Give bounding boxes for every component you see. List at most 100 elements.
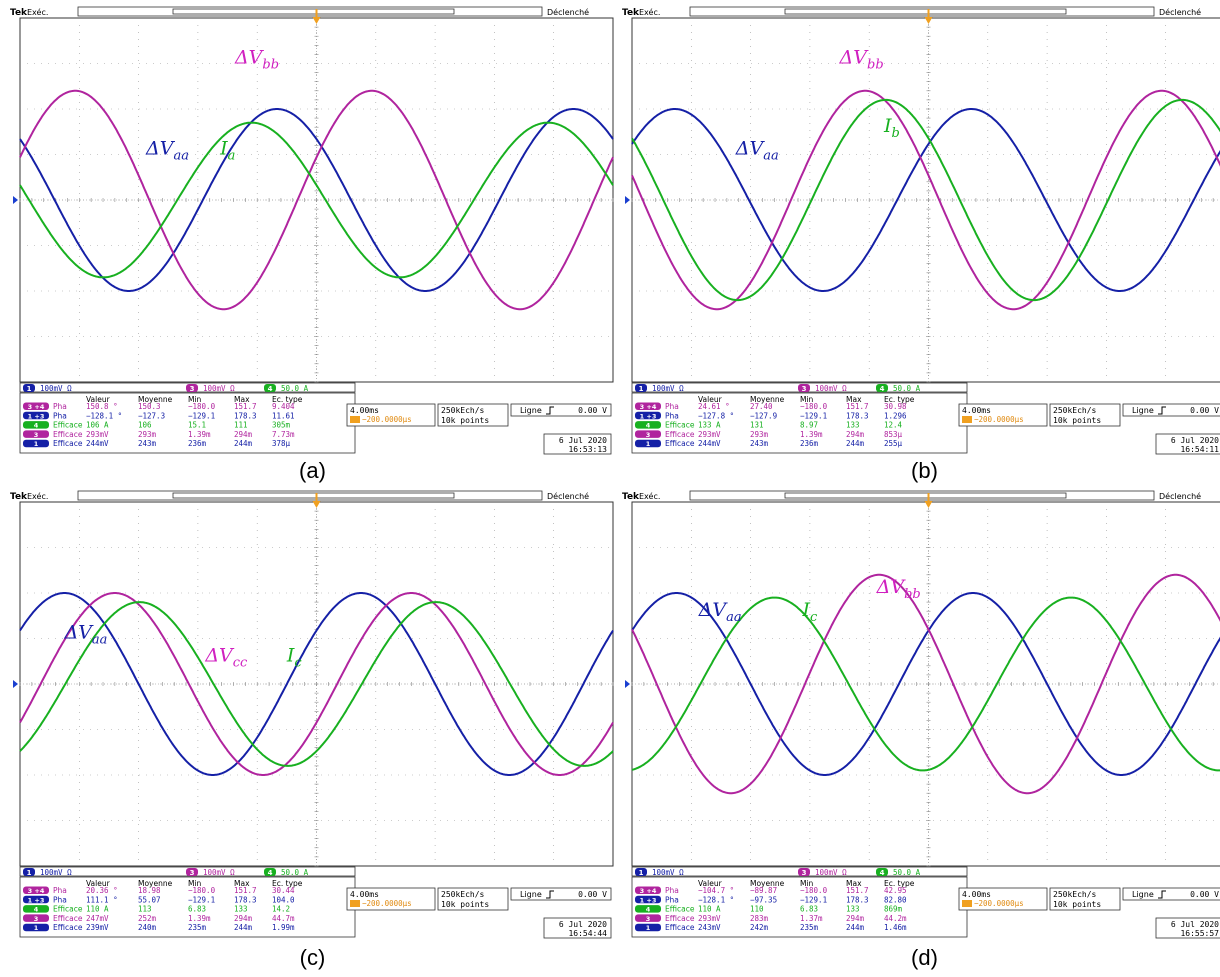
measurement-value: 14.2 [272,905,290,914]
measurement-label: Efficace [53,914,83,923]
measurement-value: 1.39m [188,914,211,923]
timebase-value: 4.00ms [962,890,991,899]
measurement-value: 236m [800,439,819,448]
measurement-col-header: Min [800,879,814,888]
waveform-ch4 [631,98,1220,302]
trigger-frame [1122,403,1220,417]
measurement-value: 8.97 [800,421,818,430]
waveform-ch4 [19,121,614,279]
measurement-label: Efficace [665,914,695,923]
scope-panel: Tek Exéc. Déclenché ΔVaa Ib ΔVbb 1 100mV Ω 3 100m… [622,6,1220,493]
ch1-badge-number: 1 [639,869,644,877]
trigger-offset-icon [962,900,972,907]
measurement-table: Valeur Moyenne Min Max Ec. type 3 +4 Pha 150.8 … [19,392,356,454]
measurement-label: Efficace [53,430,83,439]
trace-annotation: ΔVaa [698,599,742,625]
sample-rate-value: 250kEch/s [1053,890,1097,899]
measurement-value: −104.7 ° [698,886,734,895]
time-value: 16:54:44 [568,929,607,938]
waveform-ch3 [631,573,1220,795]
measurement-value: −89.87 [750,886,777,895]
scope-header: Tek Exéc. Déclenché [622,490,1201,502]
measurement-col-header: Max [846,879,862,888]
measurement-value: 239mV [86,923,109,932]
panel-label: (b) [911,458,938,483]
run-mode-label: Exéc. [639,491,660,501]
trigger-box: Ligne 0.00 V [510,403,612,417]
measurement-value: 244m [846,439,865,448]
timebase-value: 4.00ms [962,406,991,415]
ch1-scale-label: 100mV Ω [40,868,72,877]
trigger-level-value: 0.00 V [578,406,607,415]
ch4-scale-label: 50.0 A [281,868,309,877]
measurement-value: 244m [234,923,253,932]
trigger-offset-icon [350,900,360,907]
waveform-ch4 [19,601,614,767]
measurement-channel-badge [23,886,49,894]
measurement-value: 11.61 [272,411,295,420]
trace-annotation: ΔVcc [204,644,248,670]
date-value: 6 Jul 2020 [559,436,607,445]
measurement-value: 7.73m [272,430,295,439]
ch1-badge-number: 1 [27,869,32,877]
timebase-frame [346,403,436,427]
trigger-time-marker [927,493,930,502]
ch1-scale-label: 100mV Ω [652,384,684,393]
measurement-value: 110 [750,905,764,914]
trigger-offset-icon [962,416,972,423]
measurement-label: Pha [665,402,679,411]
measurement-value: 42.95 [884,886,907,895]
scope-panel: Tek Exéc. Déclenché ΔVaa ΔVcc Ic 1 100mV Ω 3 100m… [10,490,615,977]
measurement-value: 6.83 [800,905,818,914]
time-value: 16:54:11 [1180,445,1219,454]
measurement-value: −180.0 [800,886,828,895]
measurement-value: 106 [138,421,152,430]
measurement-col-header: Min [800,395,814,404]
measurement-channel: 3 +4 [640,403,657,411]
brand-label: Tek [10,492,28,502]
measurement-value: −127.3 [138,411,165,420]
measurement-label: Efficace [665,923,695,932]
measurement-channel-badge [23,402,49,410]
record-window [172,8,455,15]
measurement-channel: 1 [34,440,39,448]
scope-panel: Tek Exéc. Déclenché ΔVaa Ic ΔVbb 1 100mV Ω 3 100m… [622,490,1220,977]
measurement-label: Pha [665,886,679,895]
measurement-label: Efficace [665,430,695,439]
measurement-value: 243m [138,439,157,448]
trigger-frame [510,403,612,417]
measurement-channel-badge [635,905,661,913]
measurement-channel: 4 [646,906,651,914]
trigger-state-label: Déclenché [547,491,589,501]
measurement-channel-badge [23,421,49,429]
trigger-position-marker [924,17,933,24]
timebase-frame [958,887,1048,911]
measurement-value: 247mV [86,914,109,923]
trigger-source-label: Ligne [1132,406,1154,415]
measurement-channel: 1 +3 [28,896,45,904]
waveform-ch3 [19,592,614,776]
measurement-value: 111.1 ° [86,895,118,904]
scope-panel: Tek Exéc. Déclenché ΔVaa Ia ΔVbb 1 100mV Ω 3 100m… [10,6,615,493]
measurement-value: 293mV [698,430,721,439]
measurement-channel: 3 +4 [28,403,45,411]
measurement-label: Pha [665,411,679,420]
scope-header: Tek Exéc. Déclenché [10,6,589,18]
measurement-value: −97.35 [750,895,777,904]
ch1-badge-number: 1 [27,385,32,393]
channel-scale-bar: 1 100mV Ω 3 100mV Ω 4 50.0 A [631,866,968,877]
measurement-value: 244mV [698,439,721,448]
measurement-table: Valeur Moyenne Min Max Ec. type 3 +4 Pha 24.61 … [631,392,968,454]
measurement-table: Valeur Moyenne Min Max Ec. type 3 +4 Pha −104.7… [631,876,968,938]
measurement-channel: 4 [34,906,39,914]
measurement-value: 1.37m [800,914,823,923]
rising-edge-icon [1158,890,1166,899]
measurement-value: 235m [188,923,207,932]
brand-label: Tek [10,8,28,18]
measurement-value: 1.39m [188,430,211,439]
measurement-col-header: Moyenne [750,395,785,404]
measurement-value: 82.80 [884,895,907,904]
